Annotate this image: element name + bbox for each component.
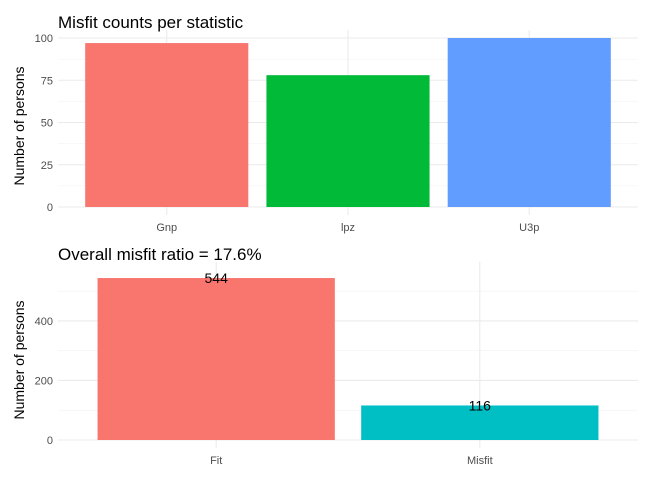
bar-misfit — [361, 405, 599, 440]
data-labels: 544 116 — [205, 270, 492, 413]
bars — [97, 278, 599, 440]
y-tick-labels: 0 200 400 — [35, 316, 53, 447]
x-tick-labels: Gnp lpz U3p — [156, 222, 539, 234]
y-axis-title: Number of persons — [11, 66, 27, 185]
chart-title: Misfit counts per statistic — [58, 13, 244, 32]
bar-gnp — [85, 43, 249, 207]
x-tick-labels: Fit Misfit — [210, 455, 493, 467]
x-tick-label: Misfit — [467, 455, 493, 467]
chart-misfit-per-statistic: Misfit counts per statistic Number of pe… — [11, 13, 638, 234]
y-tick-label: 200 — [35, 375, 53, 387]
data-label: 544 — [205, 270, 229, 286]
bar-fit — [97, 278, 335, 440]
chart-overall-misfit-ratio: Overall misfit ratio = 17.6% Number of p… — [11, 245, 638, 467]
y-tick-label: 0 — [47, 435, 53, 447]
x-tick-label: U3p — [519, 222, 539, 234]
y-tick-label: 100 — [35, 33, 53, 45]
bar-lpz — [266, 75, 430, 208]
x-tick-label: Gnp — [156, 222, 177, 234]
bars — [85, 38, 611, 208]
y-tick-label: 25 — [41, 160, 53, 172]
y-tick-labels: 0 25 50 75 100 — [35, 33, 53, 214]
bar-u3p — [447, 38, 611, 207]
y-tick-label: 0 — [47, 202, 53, 214]
data-label: 116 — [469, 397, 492, 413]
y-tick-label: 75 — [41, 75, 53, 87]
y-axis-title: Number of persons — [11, 300, 27, 419]
x-tick-label: lpz — [341, 222, 355, 234]
chart-title: Overall misfit ratio = 17.6% — [58, 245, 262, 264]
y-tick-label: 50 — [41, 118, 53, 130]
x-tick-label: Fit — [210, 455, 222, 467]
y-tick-label: 400 — [35, 316, 53, 328]
